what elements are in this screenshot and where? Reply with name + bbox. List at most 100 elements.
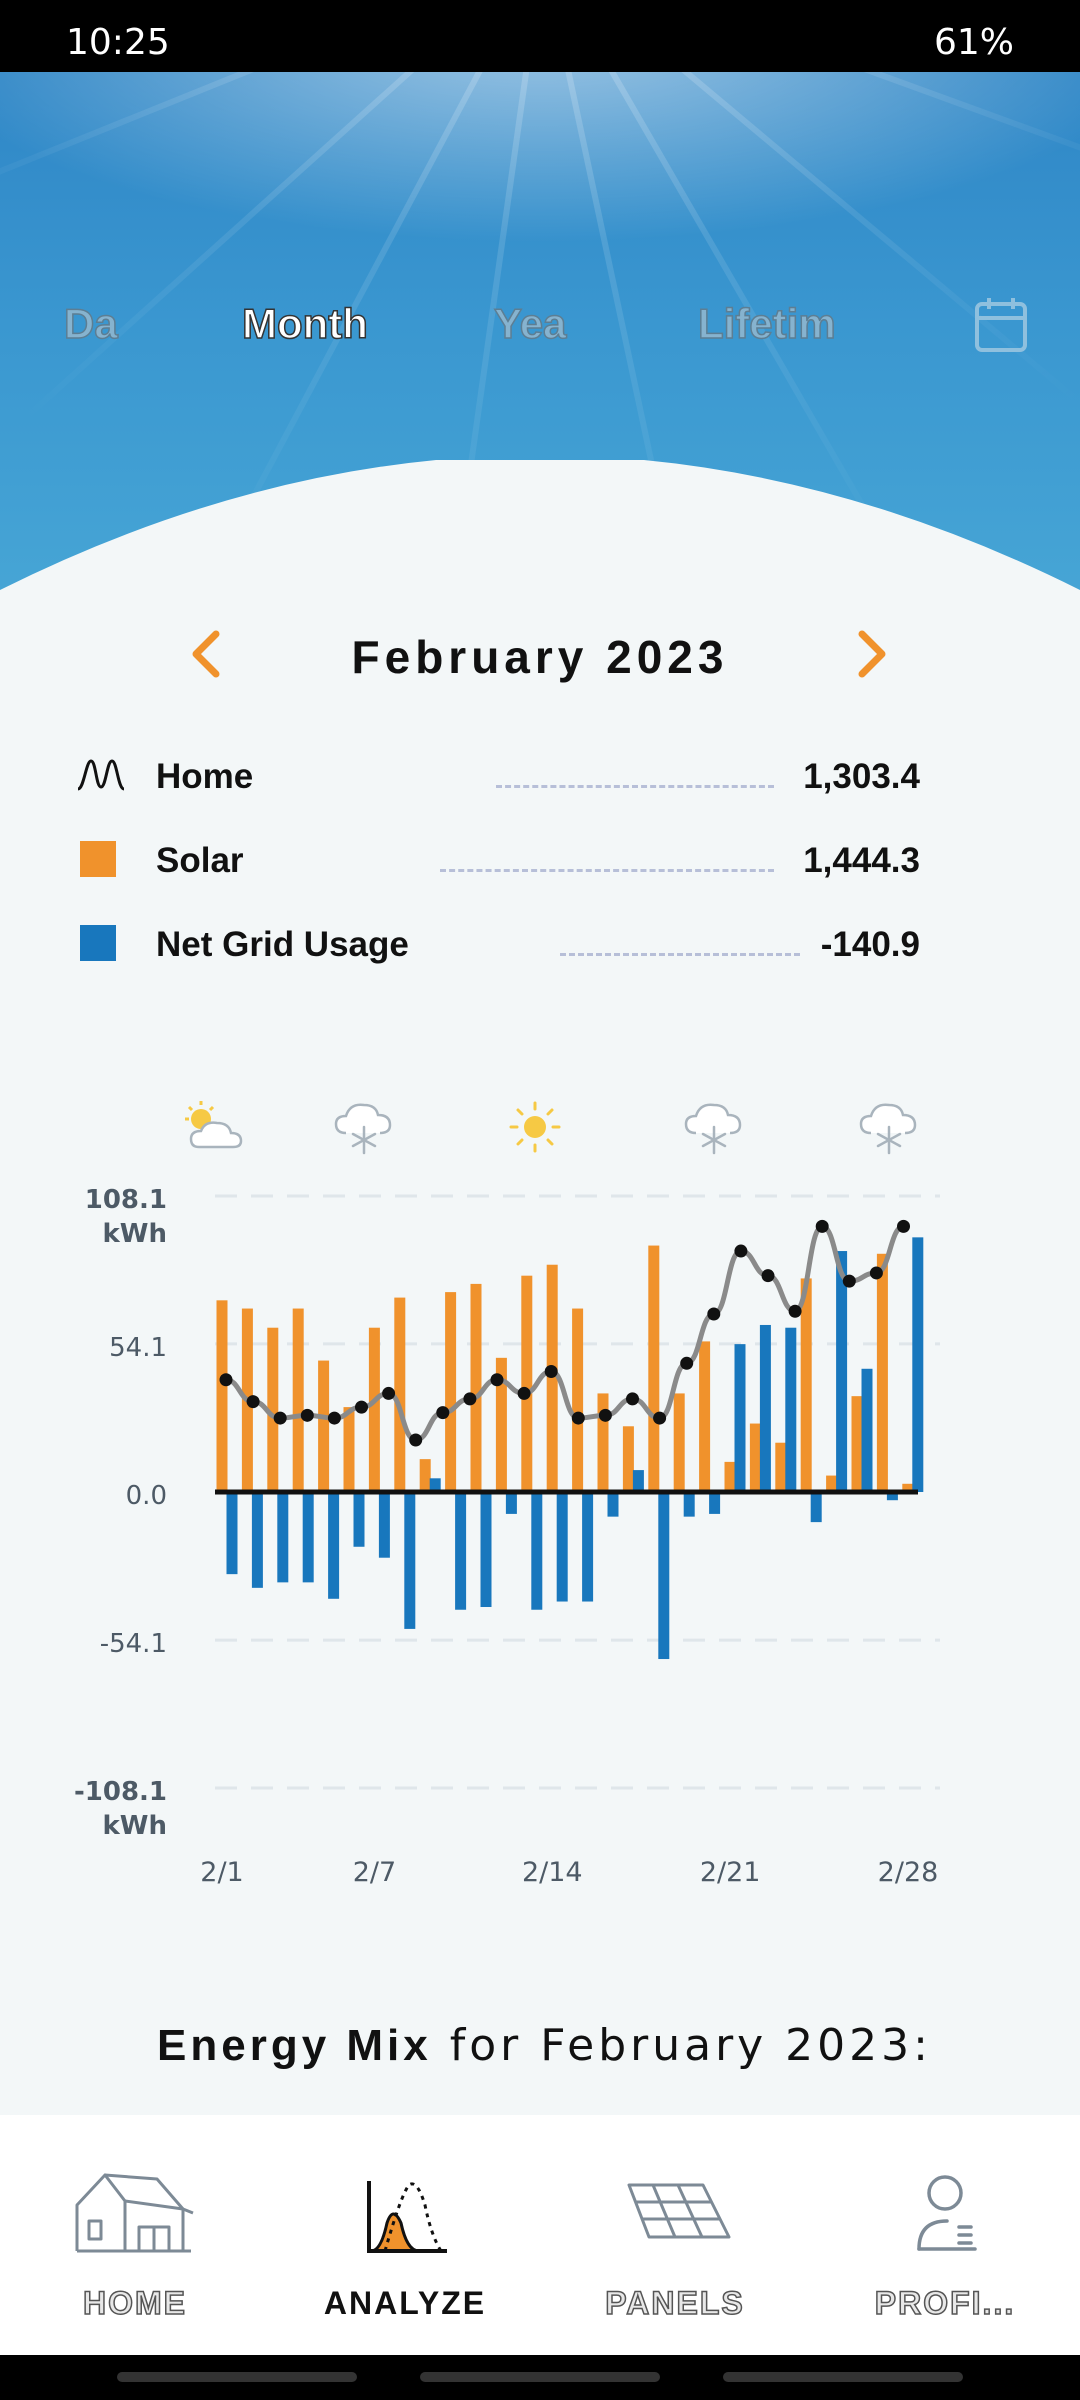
grid-bar	[251, 1492, 263, 1588]
next-month-chevron-icon[interactable]	[852, 626, 892, 682]
x-tick-label: 2/1	[200, 1857, 243, 1888]
legend-grid-label: Net Grid Usage	[156, 925, 409, 964]
grid-bar	[785, 1327, 797, 1492]
grid-bar	[378, 1492, 390, 1558]
grid-bar	[556, 1492, 568, 1602]
solar-bar	[318, 1360, 330, 1492]
home-usage-point	[598, 1408, 612, 1422]
legend-solar-value: 1,444.3	[803, 841, 920, 880]
grid-bar	[886, 1492, 898, 1501]
home-usage-point	[680, 1356, 694, 1370]
home-usage-wave-icon	[77, 759, 125, 791]
legend-home-label: Home	[156, 757, 254, 796]
grid-bar	[429, 1478, 441, 1492]
tab-lifetime[interactable]: Lifetim	[697, 299, 836, 348]
y-tick-label: 54.1	[109, 1333, 167, 1363]
solar-bar	[775, 1442, 787, 1492]
grid-bar	[328, 1492, 340, 1599]
legend-grid-value: -140.9	[820, 925, 920, 964]
home-usage-point	[815, 1219, 829, 1233]
solar-panel-icon	[627, 2183, 731, 2239]
x-tick-label: 2/14	[522, 1857, 583, 1888]
solar-bar	[394, 1297, 406, 1492]
legend-home-leader	[496, 785, 774, 788]
grid-bar	[404, 1492, 416, 1629]
solar-bar	[851, 1396, 863, 1492]
grid-bar	[353, 1492, 365, 1547]
grid-bar	[277, 1492, 289, 1583]
solar-bar	[445, 1292, 457, 1492]
home-usage-point	[327, 1411, 341, 1425]
solar-bar	[343, 1407, 355, 1492]
solar-bar	[267, 1327, 279, 1492]
main-content: February 2023 Home 1,303.4 Solar 1,444.3…	[0, 600, 1080, 2115]
bottom-nav: HOME ANALYZE PANELS	[0, 2115, 1080, 2355]
home-usage-point	[544, 1365, 558, 1379]
solar-bar	[292, 1308, 304, 1492]
energy-mix-rest: for February 2023:	[431, 2020, 932, 2071]
tab-year[interactable]: Yea	[493, 299, 567, 348]
grid-bar	[861, 1368, 873, 1492]
grid-bar	[607, 1492, 619, 1517]
home-usage-point	[897, 1219, 910, 1233]
solar-bar	[495, 1357, 507, 1492]
y-tick-label: 108.1	[85, 1185, 167, 1215]
y-unit-label: kWh	[103, 1219, 167, 1249]
home-usage-point	[734, 1244, 748, 1258]
home-usage-point	[869, 1266, 883, 1280]
system-navigation-bar	[0, 2355, 1080, 2400]
legend-home: Home 1,303.4	[70, 745, 930, 805]
nav-analyze[interactable]: ANALYZE	[270, 2115, 540, 2355]
grid-bar	[734, 1344, 746, 1492]
nav-home[interactable]: HOME	[0, 2115, 270, 2355]
home-usage-point	[761, 1269, 775, 1283]
nav-panels[interactable]: PANELS	[540, 2115, 810, 2355]
grid-bar	[302, 1492, 314, 1583]
grid-bar	[759, 1324, 771, 1492]
calendar-icon[interactable]	[974, 296, 1028, 354]
solar-bar	[826, 1475, 838, 1492]
hero-curve	[0, 460, 1080, 660]
y-tick-label: -54.1	[100, 1629, 167, 1659]
snow-cloud-icon	[684, 1103, 742, 1155]
previous-month-chevron-icon[interactable]	[186, 626, 226, 682]
x-tick-label: 2/7	[353, 1857, 396, 1888]
legend-grid-leader	[560, 953, 800, 956]
x-tick-label: 2/21	[700, 1857, 761, 1888]
legend-solar: Solar 1,444.3	[70, 829, 930, 889]
y-unit-label: kWh	[103, 1811, 167, 1841]
gesture-pill	[420, 2372, 660, 2382]
home-usage-point	[246, 1395, 260, 1409]
solar-bar	[699, 1341, 711, 1492]
solar-bar	[648, 1245, 660, 1492]
tab-day[interactable]: Da	[63, 299, 118, 348]
home-usage-point	[707, 1307, 721, 1321]
legend-home-value: 1,303.4	[803, 757, 920, 796]
home-usage-point	[626, 1392, 639, 1406]
nav-analyze-label: ANALYZE	[323, 2285, 487, 2321]
x-tick-label: 2/28	[878, 1857, 939, 1888]
energy-mix-heading: Energy Mix for February 2023:	[157, 2020, 932, 2071]
solar-bar	[902, 1483, 914, 1492]
energy-chart: 108.1 kWh 54.1 0.0 -54.1 -108.1 kWh 2/1 2/7 2/14 2…	[74, 1185, 940, 1888]
solar-bar	[876, 1253, 888, 1492]
grid-bar	[531, 1492, 543, 1610]
snow-cloud-icon	[334, 1103, 392, 1155]
solar-bar	[521, 1275, 533, 1492]
grid-bar	[226, 1492, 238, 1575]
status-battery: 61%	[933, 22, 1014, 63]
nav-profile[interactable]: PROFI...	[810, 2115, 1080, 2355]
status-time: 10:25	[66, 22, 170, 63]
solar-bar	[724, 1461, 736, 1492]
tab-month[interactable]: Month	[241, 299, 368, 348]
solar-bar	[597, 1393, 609, 1492]
grid-bar	[505, 1492, 517, 1514]
solar-bar	[368, 1327, 380, 1492]
period-tabs: Da Month Yea Lifetim	[0, 299, 1080, 370]
partly-cloudy-icon	[185, 1101, 243, 1149]
legend-grid: Net Grid Usage -140.9	[70, 913, 930, 973]
grid-bar	[582, 1492, 594, 1602]
solar-bar	[673, 1393, 685, 1492]
home-usage-point	[788, 1304, 802, 1318]
home-usage-point	[517, 1386, 531, 1400]
